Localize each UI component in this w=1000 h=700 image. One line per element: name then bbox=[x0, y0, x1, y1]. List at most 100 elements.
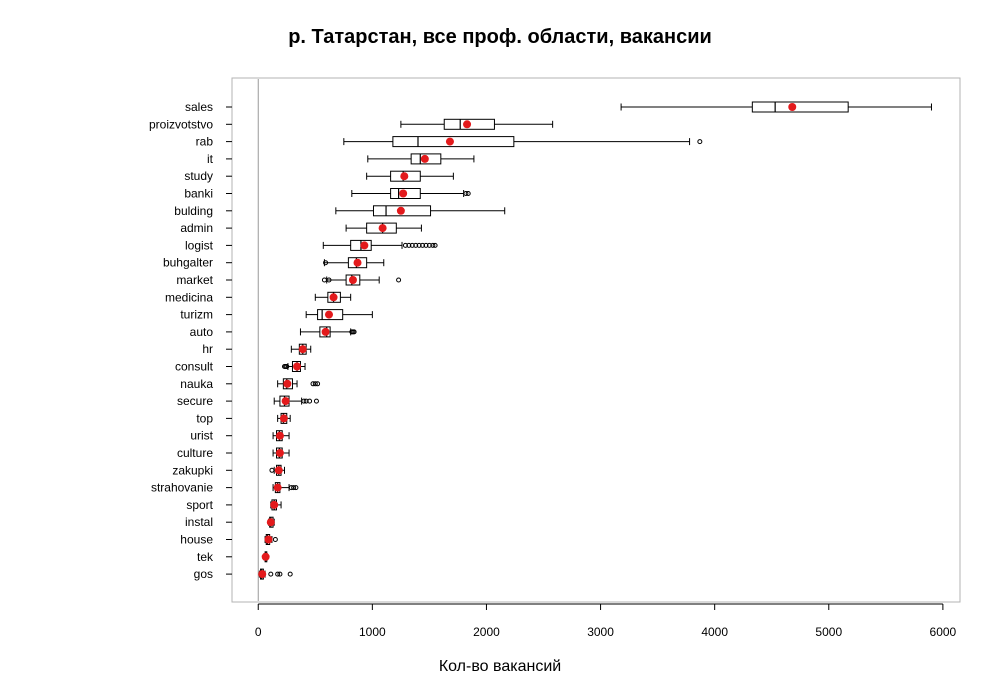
category-label: gos bbox=[194, 567, 213, 581]
chart-title: р. Татарстан, все проф. области, ваканси… bbox=[288, 26, 712, 48]
outlier-point bbox=[287, 571, 293, 577]
box-rab bbox=[343, 136, 703, 148]
mean-point bbox=[275, 431, 284, 440]
box-consult bbox=[281, 361, 306, 372]
category-label: sport bbox=[186, 498, 213, 512]
mean-point bbox=[258, 570, 267, 579]
outlier-point bbox=[303, 398, 309, 404]
box-culture bbox=[272, 447, 290, 459]
outlier-point bbox=[269, 467, 275, 473]
category-label: consult bbox=[175, 360, 214, 374]
mean-point bbox=[360, 241, 369, 250]
outlier-point bbox=[413, 242, 419, 248]
box-study bbox=[366, 170, 454, 182]
x-tick-label: 0 bbox=[255, 625, 262, 639]
outlier-point bbox=[313, 398, 319, 404]
mean-point bbox=[324, 310, 333, 319]
mean-point bbox=[266, 518, 275, 527]
box-it bbox=[367, 153, 475, 165]
box-logist bbox=[322, 239, 438, 251]
mean-point bbox=[396, 206, 405, 215]
mean-point bbox=[329, 293, 338, 302]
category-label: auto bbox=[190, 325, 214, 339]
category-labels: sales proizvotstvo rab it study banki bulding a… bbox=[149, 100, 232, 581]
outlier-point bbox=[268, 571, 274, 577]
outlier-point bbox=[277, 571, 283, 577]
outlier-point bbox=[463, 191, 469, 196]
mean-point bbox=[279, 414, 288, 423]
mean-point bbox=[275, 449, 284, 457]
outlier-point bbox=[351, 329, 357, 335]
x-tick-label: 3000 bbox=[587, 625, 614, 639]
outlier-point bbox=[321, 277, 327, 283]
outlier-point bbox=[406, 242, 412, 248]
x-tick-label: 6000 bbox=[930, 625, 957, 639]
outlier-point bbox=[323, 260, 329, 266]
mean-point bbox=[281, 397, 290, 406]
box-auto bbox=[299, 326, 357, 338]
category-label: medicina bbox=[165, 290, 213, 304]
outlier-point bbox=[284, 364, 290, 369]
iqr-box bbox=[751, 101, 849, 113]
category-label: house bbox=[180, 533, 213, 547]
category-label: culture bbox=[177, 446, 213, 460]
mean-point bbox=[400, 172, 409, 181]
box-gos bbox=[258, 568, 293, 580]
outlier-point bbox=[416, 242, 422, 248]
x-axis: 0 1000 2000 3000 4000 5000 6000 bbox=[255, 603, 957, 639]
box-house bbox=[264, 534, 278, 545]
box-turizm bbox=[305, 309, 373, 321]
x-tick-label: 5000 bbox=[815, 625, 842, 639]
category-label: study bbox=[184, 169, 213, 183]
outlier-point bbox=[310, 381, 316, 387]
mean-point bbox=[378, 224, 387, 233]
box-sales bbox=[620, 101, 932, 113]
box-strahovanie bbox=[272, 482, 299, 494]
box-bulding bbox=[335, 205, 506, 217]
outlier-point bbox=[396, 277, 402, 283]
mean-point bbox=[274, 466, 283, 475]
category-label: turizm bbox=[180, 308, 213, 322]
box-urist bbox=[272, 430, 290, 442]
mean-point bbox=[788, 103, 797, 111]
outlier-point bbox=[288, 485, 294, 491]
category-label: sales bbox=[185, 100, 213, 114]
category-label: buhgalter bbox=[163, 256, 213, 270]
box-buhgalter bbox=[323, 257, 385, 269]
category-label: logist bbox=[185, 238, 214, 252]
box-secure bbox=[273, 395, 319, 407]
plot-frame bbox=[231, 77, 961, 603]
mean-point bbox=[293, 362, 302, 371]
mean-point bbox=[321, 327, 330, 336]
mean-point bbox=[463, 120, 472, 129]
box-medicina bbox=[314, 291, 352, 303]
category-label: strahovanie bbox=[151, 481, 213, 495]
category-label: bulding bbox=[174, 204, 213, 218]
x-tick-label: 4000 bbox=[701, 625, 728, 639]
outlier-point bbox=[697, 139, 703, 145]
outlier-point bbox=[315, 381, 321, 387]
category-label: tek bbox=[197, 550, 214, 564]
outlier-point bbox=[275, 571, 281, 577]
x-tick-label: 1000 bbox=[359, 625, 386, 639]
mean-point bbox=[298, 345, 307, 354]
mean-point bbox=[283, 379, 292, 388]
category-label: zakupki bbox=[172, 463, 213, 477]
outlier-point bbox=[426, 242, 432, 248]
category-label: proizvotstvo bbox=[149, 117, 213, 131]
outlier-point bbox=[307, 398, 313, 404]
mean-point bbox=[420, 154, 429, 163]
category-label: admin bbox=[180, 221, 213, 235]
outlier-point bbox=[409, 242, 415, 248]
outlier-point bbox=[430, 242, 436, 248]
box-zakupki bbox=[269, 464, 285, 476]
box-hr bbox=[290, 343, 312, 355]
box-series bbox=[258, 101, 932, 580]
outlier-point bbox=[402, 242, 408, 248]
outlier-point bbox=[301, 398, 307, 404]
category-label: market bbox=[176, 273, 213, 287]
box-admin bbox=[345, 222, 422, 234]
mean-point bbox=[445, 137, 454, 146]
category-label: banki bbox=[184, 187, 213, 201]
category-label: rab bbox=[196, 135, 214, 149]
